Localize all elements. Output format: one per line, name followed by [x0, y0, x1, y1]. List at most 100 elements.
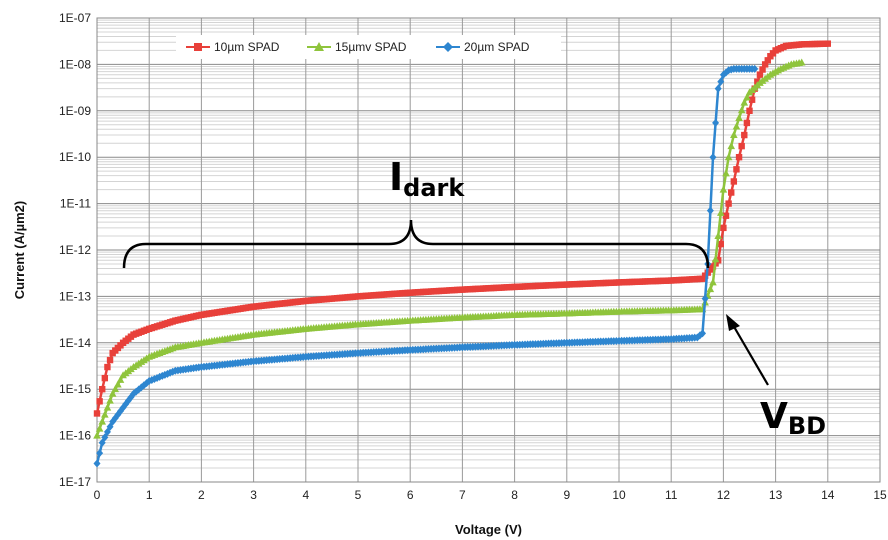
- x-tick-label: 2: [198, 488, 205, 502]
- y-tick-label: 1E-11: [60, 197, 91, 211]
- data-point: [714, 84, 722, 93]
- x-axis-ticks: 0 1 2 3 4 5 6 7 8 9 10 11 12 13 14 15: [94, 488, 887, 502]
- legend-item-10um: 10µm SPAD: [186, 40, 280, 54]
- data-point: [712, 118, 720, 127]
- data-point: [730, 131, 738, 139]
- x-tick-label: 12: [717, 488, 731, 502]
- y-tick-label: 1E-12: [59, 243, 91, 257]
- data-point: [104, 363, 111, 371]
- data-point: [101, 374, 109, 382]
- idark-annotation: Idark: [122, 155, 710, 269]
- data-point: [743, 119, 751, 127]
- data-point: [709, 278, 717, 286]
- data-point: [735, 154, 743, 161]
- data-series: [93, 40, 831, 468]
- brace-bracket: [122, 219, 710, 269]
- data-point: [101, 433, 109, 442]
- x-tick-label: 11: [665, 488, 678, 502]
- data-point: [759, 66, 766, 73]
- data-point: [699, 329, 707, 338]
- data-point: [728, 189, 735, 196]
- data-point: [111, 385, 120, 393]
- x-tick-label: 9: [563, 488, 570, 502]
- legend-label: 10µm SPAD: [214, 40, 280, 54]
- legend-label: 20µm SPAD: [464, 40, 530, 54]
- x-tick-label: 6: [407, 488, 414, 502]
- data-point: [108, 389, 117, 397]
- legend-item-20um: 20µm SPAD: [436, 40, 530, 54]
- x-tick-label: 13: [769, 488, 783, 502]
- data-point: [99, 386, 106, 393]
- data-point: [730, 178, 738, 185]
- data-point: [722, 169, 730, 177]
- data-point: [95, 424, 104, 432]
- data-point: [103, 427, 111, 436]
- series-15um: [93, 58, 806, 439]
- data-point: [764, 57, 771, 64]
- data-point: [96, 449, 104, 458]
- data-point: [824, 40, 831, 47]
- data-point: [106, 422, 114, 431]
- data-point: [743, 93, 751, 101]
- y-axis-title: Current (A/µm2): [12, 201, 27, 300]
- data-point: [761, 61, 769, 68]
- arrow-line: [732, 324, 769, 386]
- data-point: [106, 356, 114, 364]
- data-point: [725, 200, 732, 207]
- data-point: [714, 232, 722, 240]
- legend-marker-diamond: [443, 42, 453, 52]
- data-point: [116, 375, 125, 383]
- data-point: [106, 396, 114, 404]
- data-point: [724, 153, 733, 161]
- data-point: [748, 96, 756, 103]
- legend-marker-square: [194, 43, 202, 51]
- data-point: [733, 166, 740, 173]
- series-10um: [93, 40, 831, 417]
- data-point: [701, 294, 709, 303]
- data-point: [706, 285, 715, 293]
- data-point: [93, 459, 101, 468]
- arrowhead-icon: [726, 314, 740, 331]
- legend-item-15um: 15µmv SPAD: [307, 40, 407, 54]
- legend-label: 15µmv SPAD: [335, 40, 407, 54]
- y-tick-label: 1E-17: [59, 475, 91, 489]
- x-tick-label: 14: [821, 488, 835, 502]
- y-tick-label: 1E-14: [59, 336, 91, 350]
- x-axis-title: Voltage (V): [455, 522, 522, 537]
- data-point: [98, 417, 107, 425]
- data-point: [98, 438, 106, 447]
- x-tick-label: 3: [250, 488, 257, 502]
- data-point: [706, 206, 714, 215]
- data-point: [738, 142, 745, 150]
- x-tick-label: 0: [94, 488, 101, 502]
- data-point: [719, 185, 728, 193]
- x-tick-label: 1: [146, 488, 153, 502]
- data-point: [103, 403, 112, 411]
- data-point: [727, 142, 736, 150]
- data-point: [740, 98, 749, 106]
- data-point: [722, 212, 730, 219]
- y-tick-label: 1E-15: [59, 382, 91, 396]
- series-line: [95, 67, 755, 464]
- idark-label: Idark: [389, 155, 465, 202]
- data-point: [717, 240, 724, 248]
- data-point: [114, 380, 122, 388]
- data-point: [93, 431, 101, 439]
- data-point: [717, 77, 725, 86]
- x-tick-label: 4: [302, 488, 309, 502]
- legend-marker-triangle: [314, 42, 324, 51]
- x-tick-label: 15: [873, 488, 887, 502]
- data-point: [746, 107, 753, 114]
- series-20um: [93, 64, 759, 468]
- y-axis-ticks: 1E-17 1E-16 1E-15 1E-14 1E-13 1E-12 1E-11 1E-10…: [59, 11, 91, 489]
- x-tick-label: 7: [459, 488, 466, 502]
- y-tick-label: 1E-13: [59, 289, 91, 303]
- data-point: [737, 106, 746, 114]
- y-tick-label: 1E-08: [59, 57, 91, 71]
- x-tick-label: 8: [511, 488, 518, 502]
- data-point: [732, 122, 741, 130]
- plot-area: [96, 17, 881, 483]
- x-tick-label: 10: [612, 488, 626, 502]
- data-point: [711, 255, 720, 263]
